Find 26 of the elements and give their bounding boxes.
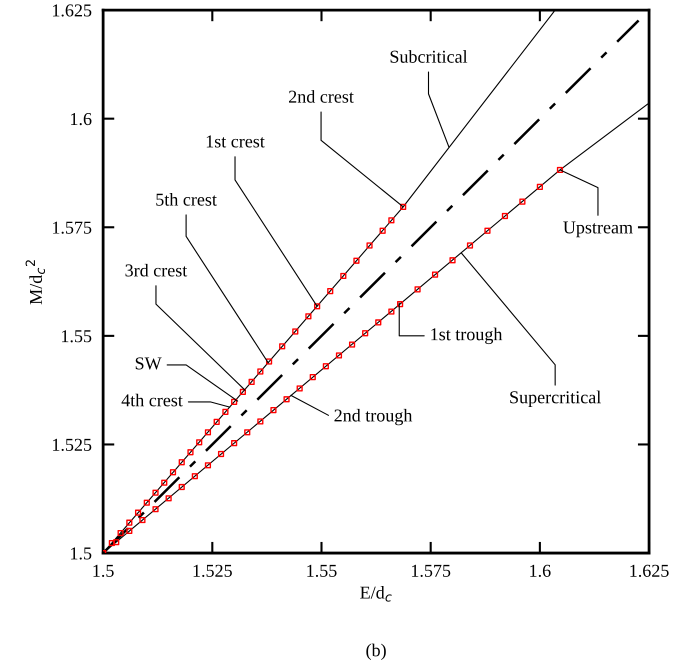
y-tick-label: 1.575: [52, 222, 92, 234]
annotation: SW: [136, 357, 162, 370]
annotation: 2nd crest: [289, 90, 354, 103]
y-tick-label: 1.55: [62, 330, 92, 342]
annotation: 4th crest: [122, 394, 183, 406]
y-tick-label: 1.525: [52, 438, 92, 451]
x-axis-title: E/d$_{c}$: [360, 586, 392, 602]
x-tick-label: 1.625: [630, 564, 669, 577]
x-tick-label: 1.575: [412, 564, 450, 577]
x-tick-label: 1.55: [307, 564, 337, 577]
annotation: 1st trough: [431, 328, 502, 344]
annotation: 5th crest: [156, 193, 217, 206]
x-tick-label: 1.525: [194, 564, 232, 577]
annotation: 3rd crest: [126, 264, 188, 277]
text: (b): [366, 644, 386, 660]
y-axis-title: M/d$_{c}$$^{2}$: [26, 260, 45, 304]
y-tick-label: 1.625: [52, 4, 92, 17]
annotation: Upstream: [563, 222, 633, 238]
annotation: Supercritical: [510, 390, 601, 408]
x-tick-label: 1.6: [530, 564, 551, 577]
y-tick-label: 1.6: [71, 112, 92, 126]
annotation: 1st crest: [206, 135, 265, 148]
x-tick-label: 1.5: [93, 564, 114, 577]
y-tick-label: 1.5: [71, 547, 92, 560]
annotation: 2nd trough: [334, 408, 412, 426]
annotation: Subcritical: [390, 50, 468, 63]
